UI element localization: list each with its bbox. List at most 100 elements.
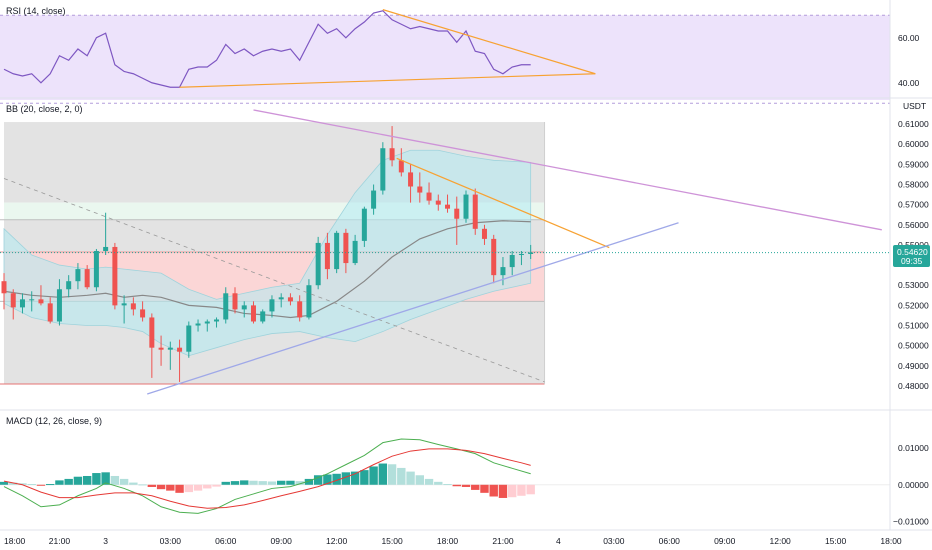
price-axis[interactable]: 0.61000 0.60000 0.59000 0.58000 0.57000 0.560… bbox=[893, 33, 929, 527]
candle[interactable] bbox=[417, 186, 423, 193]
trendline-blue-lower[interactable] bbox=[147, 222, 679, 395]
candle[interactable] bbox=[75, 269, 81, 282]
candle[interactable] bbox=[269, 299, 275, 312]
candle[interactable] bbox=[149, 317, 155, 348]
macd-histogram-bar bbox=[498, 484, 508, 498]
candle[interactable] bbox=[223, 293, 229, 320]
candle[interactable] bbox=[112, 246, 118, 306]
candle[interactable] bbox=[204, 321, 210, 324]
macd-histogram-bar bbox=[350, 471, 360, 485]
candle[interactable] bbox=[398, 160, 404, 173]
macd-histogram-bar bbox=[471, 484, 480, 490]
candle[interactable] bbox=[352, 240, 358, 264]
candle[interactable] bbox=[250, 305, 256, 322]
rsi-trendline[interactable] bbox=[179, 73, 596, 88]
candle[interactable] bbox=[177, 347, 183, 352]
candle[interactable] bbox=[380, 148, 386, 191]
candle[interactable] bbox=[103, 246, 109, 251]
macd-title: MACD (12, 26, close, 9) bbox=[6, 416, 102, 426]
candle[interactable] bbox=[232, 293, 238, 310]
time-axis[interactable]: 18:00 21:00 3 03:00 06:00 09:00 12:00 15:00 18:0… bbox=[4, 536, 902, 546]
candle[interactable] bbox=[56, 289, 62, 322]
candle[interactable] bbox=[241, 305, 247, 310]
macd-histogram-bar bbox=[443, 484, 452, 486]
candle[interactable] bbox=[214, 319, 220, 322]
candle[interactable] bbox=[10, 293, 16, 308]
macd-histogram-bar bbox=[286, 480, 295, 485]
candle[interactable] bbox=[47, 303, 53, 322]
trendline-purple-upper[interactable] bbox=[253, 109, 882, 231]
candle[interactable] bbox=[29, 299, 35, 301]
candle[interactable] bbox=[435, 200, 441, 205]
candle[interactable] bbox=[334, 232, 340, 270]
candle[interactable] bbox=[140, 309, 146, 318]
candle[interactable] bbox=[38, 299, 44, 304]
trendline-orange-down[interactable] bbox=[396, 157, 610, 249]
candle[interactable] bbox=[1, 281, 7, 294]
candle[interactable] bbox=[371, 190, 377, 209]
candle[interactable] bbox=[297, 301, 303, 318]
candle[interactable] bbox=[481, 228, 487, 239]
candle[interactable] bbox=[528, 252, 534, 254]
rsi-trendline[interactable] bbox=[382, 9, 596, 75]
bb-basis-line bbox=[3, 220, 531, 319]
macd-histogram-bar bbox=[304, 478, 314, 485]
candle[interactable] bbox=[426, 192, 432, 201]
macd-histogram-bar bbox=[249, 480, 258, 485]
candle[interactable] bbox=[93, 250, 99, 288]
macd-histogram-bar bbox=[36, 484, 46, 486]
macd-histogram-bar bbox=[166, 484, 175, 491]
bb-title: BB (20, close, 2, 0) bbox=[6, 104, 83, 114]
macd-histogram-bar bbox=[258, 481, 267, 485]
candle[interactable] bbox=[84, 269, 90, 288]
candle[interactable] bbox=[500, 267, 506, 276]
candle[interactable] bbox=[361, 208, 367, 241]
candle[interactable] bbox=[518, 254, 524, 256]
macd-pane[interactable] bbox=[0, 438, 890, 514]
candle[interactable] bbox=[278, 297, 284, 300]
price-pane[interactable] bbox=[0, 109, 890, 395]
candle[interactable] bbox=[195, 323, 201, 326]
rsi-pane[interactable] bbox=[0, 9, 890, 104]
candle[interactable] bbox=[324, 242, 330, 270]
macd-histogram-bar bbox=[240, 480, 249, 485]
candle[interactable] bbox=[463, 194, 469, 219]
trendline-grey-dashed[interactable] bbox=[3, 178, 545, 383]
macd-histogram-bar bbox=[517, 484, 526, 496]
macd-tick-label: 0.00000 bbox=[898, 480, 929, 490]
candle[interactable] bbox=[66, 281, 72, 290]
candle[interactable] bbox=[158, 347, 164, 350]
candle[interactable] bbox=[315, 242, 321, 286]
candle[interactable] bbox=[260, 311, 266, 322]
price-tick-label: 0.60000 bbox=[898, 139, 929, 149]
candle[interactable] bbox=[491, 238, 497, 276]
price-tick-label: 0.50000 bbox=[898, 341, 929, 351]
rsi-title: RSI (14, close) bbox=[6, 6, 66, 16]
candle[interactable] bbox=[167, 347, 173, 350]
time-tick-label: 03:00 bbox=[160, 536, 182, 546]
macd-histogram-bar bbox=[406, 471, 415, 485]
candle[interactable] bbox=[121, 303, 127, 306]
macd-histogram-bar bbox=[27, 484, 36, 486]
macd-histogram-bar bbox=[129, 482, 138, 485]
candle[interactable] bbox=[509, 255, 515, 268]
candle[interactable] bbox=[454, 208, 460, 219]
candle[interactable] bbox=[19, 299, 25, 308]
candle[interactable] bbox=[130, 303, 136, 310]
candle[interactable] bbox=[343, 232, 349, 264]
candle[interactable] bbox=[306, 285, 312, 318]
time-tick-label: 21:00 bbox=[49, 536, 71, 546]
macd-histogram-bar bbox=[184, 484, 193, 493]
macd-histogram-bar bbox=[424, 478, 434, 485]
candle[interactable] bbox=[445, 204, 451, 209]
candle[interactable] bbox=[186, 325, 192, 352]
macd-histogram-bar bbox=[323, 474, 332, 485]
time-tick-label: 3 bbox=[103, 536, 108, 546]
candle[interactable] bbox=[408, 172, 414, 187]
time-tick-label: 06:00 bbox=[215, 536, 237, 546]
candle[interactable] bbox=[287, 297, 293, 302]
candle[interactable] bbox=[389, 148, 395, 161]
candle[interactable] bbox=[472, 194, 478, 229]
last-price-tag-bg bbox=[893, 245, 930, 267]
